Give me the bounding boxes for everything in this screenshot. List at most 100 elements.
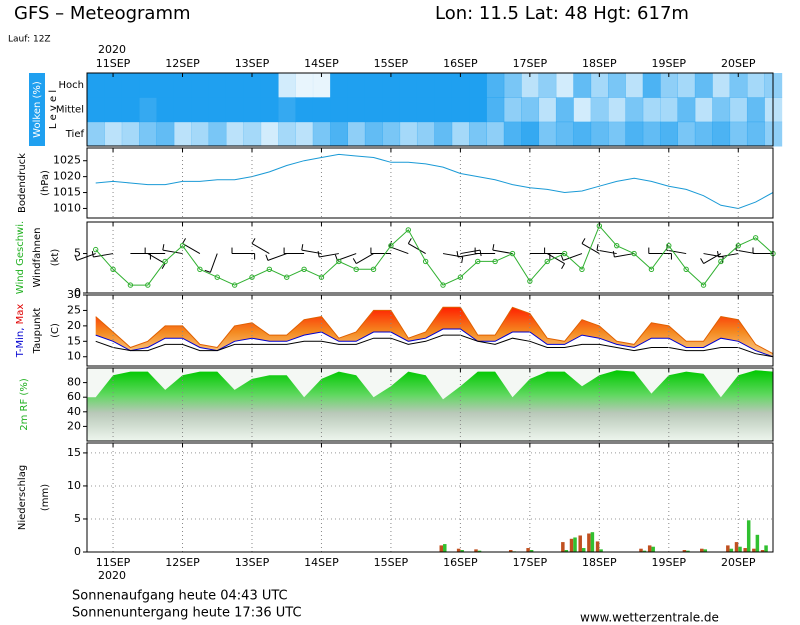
precip-bar bbox=[508, 550, 513, 552]
cloud-cell bbox=[642, 97, 661, 123]
cloud-cell bbox=[642, 73, 661, 98]
cloud-cell bbox=[295, 73, 314, 98]
cloud-cell bbox=[173, 121, 192, 147]
y-axis-label: (mm) bbox=[40, 484, 51, 511]
wind-barb-flag bbox=[182, 238, 186, 244]
title: GFS – Meteogramm bbox=[14, 3, 191, 24]
cloud-cell bbox=[712, 73, 731, 98]
y-tick-label: 1025 bbox=[53, 154, 81, 167]
x-tick-label-bottom: 12SEP bbox=[165, 556, 200, 569]
y-tick-label: 15 bbox=[67, 334, 81, 347]
y-axis-label: Bodendruck bbox=[17, 153, 28, 213]
wind-speed-point bbox=[509, 250, 516, 257]
cloud-cell bbox=[694, 73, 713, 98]
cloud-cell bbox=[712, 97, 731, 123]
cloud-cell bbox=[469, 121, 487, 147]
y-axis-label-part: (C) bbox=[50, 323, 61, 338]
wind-barb bbox=[355, 253, 374, 264]
wind-barb-flag bbox=[560, 254, 564, 261]
cloud-cell bbox=[416, 121, 435, 147]
wind-speed-point bbox=[422, 258, 429, 265]
cloud-cell bbox=[121, 97, 140, 123]
cloud-cell bbox=[434, 73, 453, 98]
x-tick-label-top: 17SEP bbox=[513, 57, 548, 70]
y-tick-label: 20 bbox=[67, 319, 81, 332]
wind-speed-point bbox=[110, 266, 116, 273]
cloud-cell bbox=[330, 121, 349, 147]
y-axis-label-part: (kt) bbox=[50, 249, 61, 267]
cloud-cell bbox=[694, 97, 713, 123]
x-tick-label-top: 13SEP bbox=[235, 57, 270, 70]
wind-barb-flag bbox=[91, 251, 94, 258]
y-axis-label-part: Niederschlag bbox=[17, 465, 28, 530]
cloud-cell bbox=[208, 73, 227, 98]
wind-speed-point bbox=[249, 274, 255, 280]
wind-speed-point bbox=[700, 282, 707, 288]
y-tick-label: 30 bbox=[67, 288, 81, 301]
y-tick-label: 1010 bbox=[53, 201, 81, 214]
panel-frame bbox=[86, 72, 774, 147]
cloud-cell bbox=[364, 73, 383, 98]
y-tick-label: 0 bbox=[74, 545, 81, 558]
cloud-cell bbox=[278, 121, 296, 147]
cloud-cell bbox=[87, 121, 105, 147]
x-tick-label-bottom: 11SEP bbox=[96, 556, 131, 569]
cloud-cell bbox=[555, 73, 574, 98]
wind-speed-point bbox=[162, 258, 168, 265]
y-tick-label: 5 bbox=[74, 512, 81, 525]
cloud-cell bbox=[746, 121, 765, 147]
y-tick-label: 15 bbox=[67, 446, 81, 459]
wind-barb-flag bbox=[162, 244, 165, 251]
y-tick-label: 0 bbox=[74, 286, 81, 299]
cloud-cell bbox=[225, 73, 244, 98]
level-label: Mittel bbox=[56, 105, 84, 116]
x-tick-label-bottom: 20SEP bbox=[721, 556, 756, 569]
run: Lauf: 12Z bbox=[8, 35, 51, 45]
cloud-cell bbox=[104, 97, 123, 123]
cloud-cell bbox=[399, 73, 418, 98]
cloud-cell bbox=[278, 97, 296, 123]
cloud-cell bbox=[191, 97, 210, 123]
wind-barb bbox=[614, 253, 635, 258]
cloud-cell bbox=[87, 97, 105, 123]
precip-bar bbox=[639, 548, 643, 552]
wind-speed-point bbox=[231, 282, 238, 288]
cloud-cell bbox=[243, 121, 262, 147]
cloud-cell bbox=[347, 121, 366, 147]
precip-bar bbox=[460, 550, 464, 552]
wind-speed-point bbox=[561, 250, 568, 257]
wind-speed-point bbox=[266, 266, 273, 273]
cloud-cell bbox=[416, 97, 435, 123]
wind-barb-flag bbox=[479, 249, 482, 257]
precip-bar bbox=[573, 537, 577, 552]
panel-frame bbox=[86, 367, 774, 442]
temperature-line bbox=[95, 328, 774, 358]
cloud-cell bbox=[312, 73, 331, 98]
cloud-cell bbox=[625, 73, 644, 98]
cloud-cell bbox=[712, 121, 731, 147]
wind-barb-flag bbox=[251, 238, 256, 244]
wind-speed-point bbox=[336, 258, 342, 265]
wind-barb-flag bbox=[301, 244, 304, 251]
y-tick-label: 1015 bbox=[53, 186, 81, 199]
precip-bar bbox=[561, 542, 565, 552]
wind-barb-flag bbox=[492, 244, 495, 251]
cloud-cell bbox=[382, 73, 401, 98]
x-tick-label-bottom: 17SEP bbox=[513, 556, 548, 569]
wind-barb-flag bbox=[161, 263, 166, 270]
cloud-cell bbox=[642, 121, 661, 147]
x-tick-label-top: 20SEP bbox=[721, 57, 756, 70]
wind-barb bbox=[546, 253, 565, 264]
cloud-cell bbox=[469, 97, 487, 123]
cloud-cell bbox=[694, 121, 713, 147]
cloud-cell bbox=[625, 121, 644, 147]
precip-bar bbox=[734, 542, 739, 552]
wind-barb bbox=[408, 243, 426, 254]
y-tick-label: 1020 bbox=[53, 170, 81, 183]
cloud-cell bbox=[660, 121, 678, 147]
y-axis-label: Wind Geschwi. bbox=[15, 221, 26, 294]
cloud-cell bbox=[208, 97, 227, 123]
panel-frame bbox=[86, 221, 774, 294]
cloud-cell bbox=[555, 97, 574, 123]
y-tick-label: 25 bbox=[67, 303, 81, 316]
